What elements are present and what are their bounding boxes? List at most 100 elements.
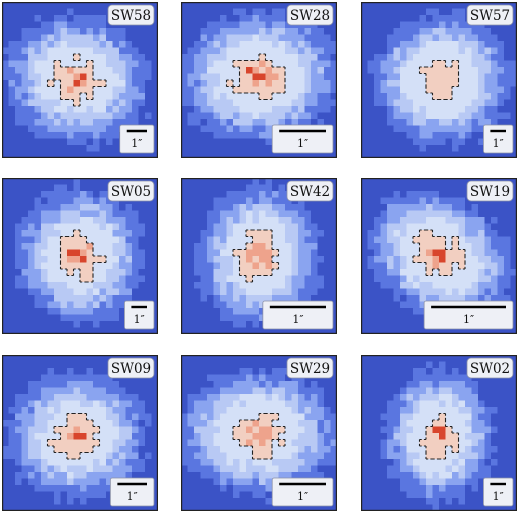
image-pixel: [15, 368, 22, 375]
image-pixel: [220, 99, 227, 107]
image-pixel: [413, 119, 420, 126]
image-pixel: [311, 236, 318, 244]
image-pixel: [278, 275, 286, 283]
image-pixel: [426, 112, 433, 120]
image-pixel: [445, 413, 453, 421]
panel-name-box: [286, 180, 334, 202]
image-pixel: [112, 420, 120, 427]
image-pixel: [393, 93, 401, 100]
image-pixel: [80, 465, 87, 473]
image-pixel: [93, 282, 100, 289]
image-pixel: [406, 301, 414, 309]
image-pixel: [119, 119, 126, 126]
image-pixel: [181, 210, 188, 218]
image-pixel: [471, 288, 479, 296]
image-pixel: [106, 282, 113, 289]
image-pixel: [106, 86, 113, 94]
image-pixel: [458, 54, 466, 61]
image-pixel: [41, 99, 48, 107]
image-pixel: [387, 67, 394, 74]
image-pixel: [181, 184, 188, 192]
image-pixel: [252, 314, 260, 322]
image-pixel: [138, 413, 146, 421]
image-pixel: [200, 191, 208, 198]
image-pixel: [406, 262, 414, 270]
image-pixel: [47, 125, 55, 133]
image-pixel: [54, 54, 61, 61]
image-pixel: [226, 275, 234, 283]
image-pixel: [504, 282, 511, 289]
image-pixel: [497, 269, 505, 276]
image-pixel: [187, 67, 195, 74]
image-pixel: [2, 191, 9, 198]
image-pixel: [15, 93, 22, 100]
image-pixel: [86, 47, 94, 55]
image-pixel: [367, 387, 375, 395]
image-pixel: [67, 249, 74, 257]
image-pixel: [125, 236, 133, 244]
image-pixel: [125, 295, 133, 302]
image-pixel: [252, 400, 260, 408]
image-pixel: [2, 355, 9, 362]
image-pixel: [138, 262, 146, 270]
image-pixel: [265, 262, 273, 270]
image-pixel: [478, 125, 485, 133]
image-pixel: [458, 15, 466, 22]
image-pixel: [491, 106, 498, 113]
image-pixel: [510, 249, 517, 257]
image-pixel: [194, 204, 201, 211]
image-pixel: [330, 112, 337, 120]
image-pixel: [278, 217, 286, 224]
image-pixel: [400, 86, 407, 94]
image-pixel: [21, 321, 29, 328]
image-pixel: [213, 21, 221, 29]
image-pixel: [465, 145, 472, 152]
image-pixel: [2, 243, 9, 250]
image-pixel: [406, 184, 414, 192]
image-pixel: [504, 80, 511, 87]
image-pixel: [67, 426, 74, 434]
image-pixel: [15, 452, 22, 460]
image-pixel: [393, 236, 401, 244]
image-pixel: [47, 80, 55, 87]
image-pixel: [151, 433, 158, 440]
image-pixel: [252, 15, 260, 22]
image-pixel: [252, 67, 260, 74]
image-pixel: [86, 106, 94, 113]
image-pixel: [233, 93, 240, 100]
image-pixel: [432, 80, 440, 87]
image-pixel: [259, 452, 266, 460]
image-pixel: [419, 243, 427, 250]
image-pixel: [291, 67, 299, 74]
image-pixel: [132, 381, 139, 388]
image-pixel: [54, 210, 61, 218]
image-pixel: [181, 256, 188, 263]
image-pixel: [471, 125, 479, 133]
image-pixel: [86, 243, 94, 250]
image-pixel: [497, 249, 505, 257]
image-pixel: [432, 433, 440, 440]
image-pixel: [73, 28, 81, 35]
image-pixel: [93, 151, 100, 158]
image-pixel: [317, 230, 325, 237]
image-pixel: [60, 269, 68, 276]
image-pixel: [413, 217, 420, 224]
image-pixel: [21, 151, 29, 158]
image-pixel: [145, 387, 152, 395]
image-pixel: [413, 138, 420, 146]
image-pixel: [28, 446, 35, 453]
image-pixel: [112, 138, 120, 146]
image-pixel: [471, 249, 479, 257]
image-pixel: [272, 387, 279, 395]
image-pixel: [80, 433, 87, 440]
image-pixel: [324, 210, 331, 218]
image-pixel: [439, 394, 446, 401]
image-pixel: [80, 210, 87, 218]
image-pixel: [465, 106, 472, 113]
image-pixel: [304, 275, 312, 283]
image-pixel: [413, 15, 420, 22]
image-pixel: [491, 282, 498, 289]
image-pixel: [387, 119, 394, 126]
image-pixel: [73, 433, 81, 440]
image-pixel: [220, 387, 227, 395]
